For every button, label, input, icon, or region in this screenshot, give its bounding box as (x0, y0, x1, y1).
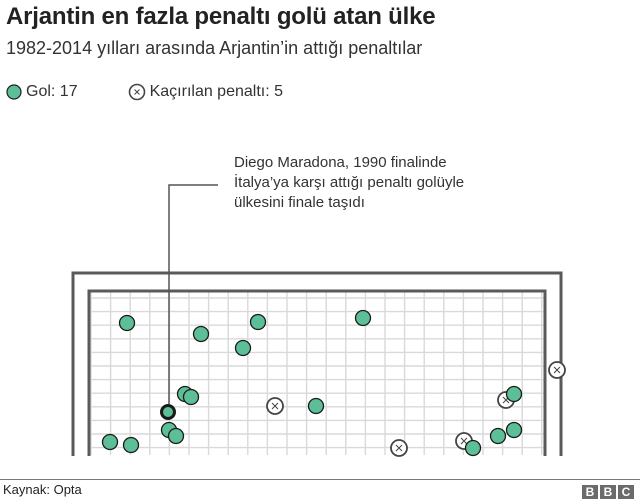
goal-marker (234, 339, 252, 357)
annotation-line-1: Diego Maradona, 1990 finalinde (234, 154, 447, 171)
goal-marker (505, 385, 523, 403)
missed-penalty-marker (390, 439, 408, 457)
annotation-line-3: ülkesini finale taşıdı (234, 194, 365, 211)
legend-item-goal: Gol: 17 (6, 83, 78, 101)
source-label: Kaynak: Opta (3, 482, 82, 497)
goal-marker (167, 427, 185, 445)
goal-inner-frame (87, 289, 547, 456)
legend: Gol: 17 Kaçırılan penaltı: 5 (6, 83, 333, 101)
missed-penalties (266, 361, 566, 457)
goal-marker (101, 433, 119, 451)
goal-marker (192, 325, 210, 343)
missed-penalty-marker (266, 397, 284, 415)
bbc-logo-c: C (618, 485, 634, 499)
goal-marker (464, 439, 482, 457)
legend-goal-label: Gol: 17 (26, 83, 78, 100)
goal-penalties (101, 309, 523, 457)
chart-title: Arjantin en fazla penaltı golü atan ülke (6, 3, 436, 30)
goal-marker (307, 397, 325, 415)
annotation-leader-line (168, 184, 218, 404)
missed-penalty-marker (548, 361, 566, 379)
goal-dot-icon (6, 84, 22, 100)
goal-marker (354, 309, 372, 327)
missed-cross-icon (128, 83, 145, 101)
legend-miss-label: Kaçırılan penaltı: 5 (149, 83, 284, 100)
footer-divider (0, 479, 640, 480)
chart-subtitle: 1982-2014 yılları arasında Arjantin’in a… (6, 38, 423, 58)
annotation-line-2: İtalya’ya karşı attığı penaltı golüyle (234, 174, 465, 191)
goal-marker (122, 436, 140, 454)
goal-marker (118, 314, 136, 332)
bbc-logo: B B C (582, 485, 634, 499)
goal-net-grid (90, 292, 544, 455)
goal-marker (505, 421, 523, 439)
goal-marker (489, 427, 507, 445)
maradona-goal-marker (160, 404, 176, 420)
legend-item-miss: Kaçırılan penaltı: 5 (128, 83, 283, 101)
goal-marker (249, 313, 267, 331)
bbc-logo-b1: B (582, 485, 598, 499)
maradona-annotation: Diego Maradona, 1990 finalinde İtalya’ya… (234, 153, 464, 213)
bbc-logo-b2: B (600, 485, 616, 499)
goal-outer-frame (71, 271, 563, 456)
goal-marker (182, 388, 200, 406)
